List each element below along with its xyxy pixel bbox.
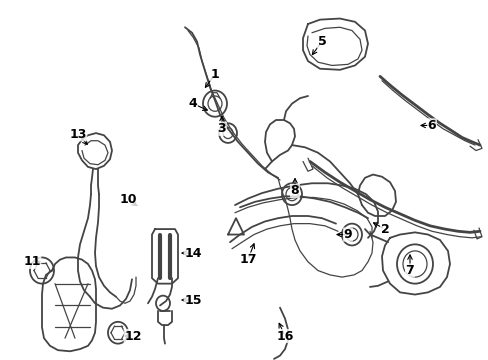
Text: 2: 2 (380, 222, 388, 235)
Text: 8: 8 (290, 184, 299, 197)
Text: 14: 14 (184, 247, 202, 260)
Text: 7: 7 (405, 264, 413, 277)
Text: 3: 3 (217, 122, 226, 135)
Text: 4: 4 (188, 97, 197, 110)
Text: 12: 12 (124, 329, 142, 342)
Text: 9: 9 (343, 228, 351, 241)
Text: 17: 17 (239, 253, 256, 266)
Text: 13: 13 (69, 128, 86, 141)
Text: 16: 16 (276, 329, 293, 342)
Text: 15: 15 (184, 293, 202, 306)
Text: 6: 6 (427, 119, 435, 132)
Text: 1: 1 (210, 68, 219, 81)
Text: 11: 11 (23, 255, 41, 268)
Text: 5: 5 (317, 35, 325, 48)
Text: 10: 10 (119, 193, 137, 206)
